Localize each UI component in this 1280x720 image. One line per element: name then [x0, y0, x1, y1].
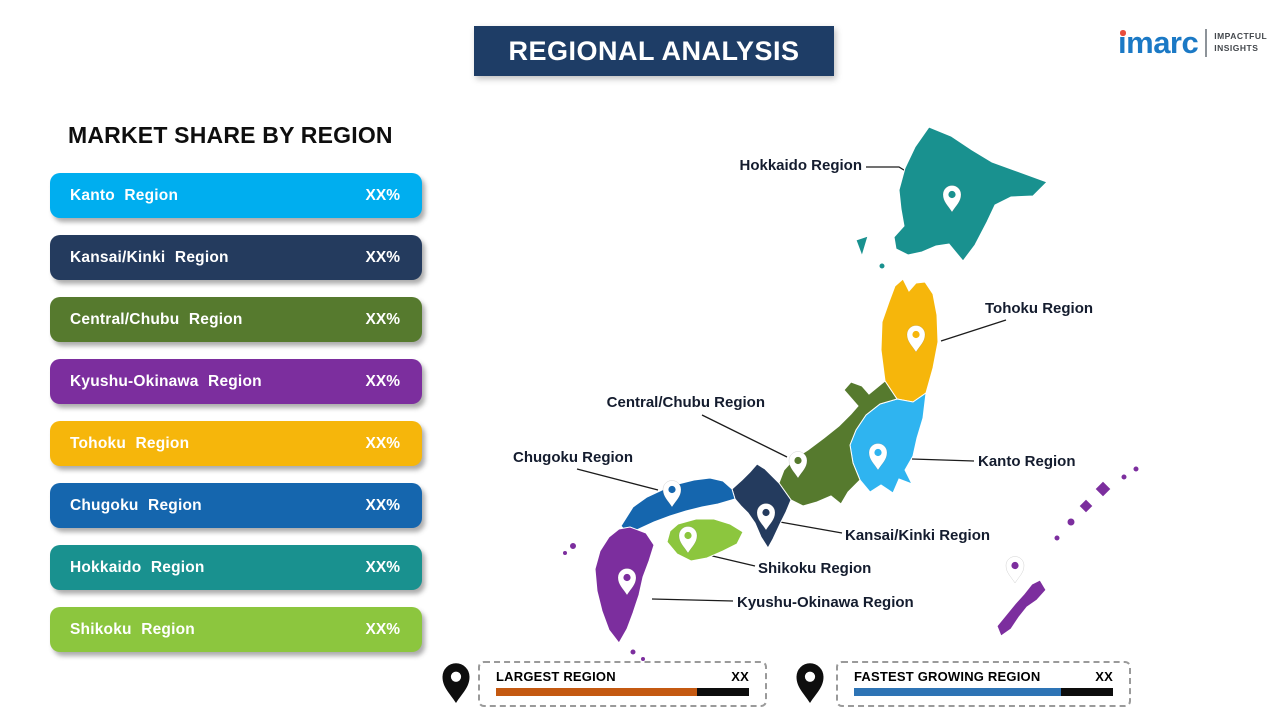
largest-region-pin-icon — [442, 663, 470, 703]
legend-value: XX — [731, 669, 749, 684]
chubu-callout-line — [701, 414, 788, 458]
map-label-chugoku: Chugoku Region — [513, 449, 633, 466]
imarc-wordmark: ımarc — [1118, 25, 1199, 60]
region-label: Shikoku Region — [70, 620, 195, 638]
map-label-shikoku: Shikoku Region — [758, 560, 872, 577]
region-chubu — [778, 380, 898, 507]
kansai-callout-line — [779, 521, 843, 534]
legend-label: LARGEST REGION — [496, 669, 616, 684]
tagline-line2: INSIGHTS — [1214, 42, 1259, 53]
map-pins — [617, 185, 1025, 596]
legend-bar — [854, 688, 1113, 696]
region-label: Central/Chubu Region — [70, 310, 243, 328]
okinawa-main-island — [996, 579, 1047, 637]
kyushu-small-islands — [562, 542, 646, 662]
region-label: Chugoku Region — [70, 496, 202, 514]
legend-bar — [496, 688, 749, 696]
market-share-list: Kanto Region XX% Kansai/Kinki Region XX%… — [50, 173, 422, 652]
shikoku-pin-icon — [678, 526, 698, 554]
logo-tagline: IMPACTFUL INSIGHTS — [1214, 31, 1267, 58]
map-label-kyushu-okinawa: Kyushu-Okinawa Region — [737, 594, 914, 611]
region-label: Kyushu-Okinawa Region — [70, 372, 262, 390]
fastest-growing-pin-icon — [796, 663, 824, 703]
region-label: Kanto Region — [70, 186, 179, 204]
title-banner: REGIONAL ANALYSIS — [474, 26, 834, 76]
okinawa-islands — [996, 465, 1140, 637]
share-bar-kanto: Kanto Region XX% — [50, 173, 422, 218]
kansai-pin-icon — [756, 503, 776, 531]
callout-lines — [576, 166, 1007, 602]
hokkaido-small-island — [878, 262, 886, 270]
map-label-kanto: Kanto Region — [978, 453, 1076, 470]
region-value: XX% — [365, 496, 400, 514]
hokkaido-small-island — [855, 235, 869, 258]
share-bar-shikoku: Shikoku Region XX% — [50, 607, 422, 652]
kyushu-callout-line — [651, 598, 734, 602]
hokkaido-pin-icon — [942, 185, 962, 213]
legend-bar-primary — [496, 688, 697, 696]
page-title: REGIONAL ANALYSIS — [508, 35, 800, 66]
region-value: XX% — [365, 248, 400, 266]
legend-fastest-growing-region: FASTEST GROWING REGION XX — [836, 661, 1131, 707]
okinawa-pin-icon — [1005, 556, 1025, 584]
region-value: XX% — [365, 620, 400, 638]
share-bar-chubu: Central/Chubu Region XX% — [50, 297, 422, 342]
region-value: XX% — [365, 186, 400, 204]
region-label: Tohoku Region — [70, 434, 190, 452]
region-label: Hokkaido Region — [70, 558, 205, 576]
share-bar-kansai: Kansai/Kinki Region XX% — [50, 235, 422, 280]
legend-bar-secondary — [697, 688, 749, 696]
chubu-shape — [778, 380, 898, 507]
region-value: XX% — [365, 558, 400, 576]
chugoku-callout-line — [576, 468, 659, 491]
map-label-chubu: Central/Chubu Region — [606, 394, 765, 411]
region-value: XX% — [365, 434, 400, 452]
tohoku-pin-icon — [906, 325, 926, 353]
chugoku-pin-icon — [662, 480, 682, 508]
map-label-hokkaido: Hokkaido Region — [739, 157, 862, 174]
legend-bar-primary — [854, 688, 1061, 696]
region-hokkaido — [855, 126, 1048, 270]
kyushu-pin-icon — [617, 568, 637, 596]
share-bar-chugoku: Chugoku Region XX% — [50, 483, 422, 528]
legend-largest-region: LARGEST REGION XX — [478, 661, 767, 707]
region-value: XX% — [365, 310, 400, 328]
map-label-kansai: Kansai/Kinki Region — [845, 527, 991, 544]
map-label-tohoku: Tohoku Region — [985, 300, 1094, 317]
legend-bar-secondary — [1061, 688, 1113, 696]
hokkaido-shape — [893, 126, 1048, 262]
region-shikoku — [666, 518, 744, 562]
shikoku-shape — [666, 518, 744, 562]
tagline-line1: IMPACTFUL — [1214, 31, 1268, 41]
legend-label: FASTEST GROWING REGION — [854, 669, 1041, 684]
kanto-callout-line — [911, 458, 975, 462]
share-bar-hokkaido: Hokkaido Region XX% — [50, 545, 422, 590]
legend-value: XX — [1095, 669, 1113, 684]
region-label: Kansai/Kinki Region — [70, 248, 229, 266]
logo-letters: marc — [1126, 25, 1199, 60]
imarc-logo: ımarc IMPACTFUL INSIGHTS — [1118, 27, 1267, 58]
chubu-pin-icon — [788, 451, 808, 479]
share-bar-tohoku: Tohoku Region XX% — [50, 421, 422, 466]
region-value: XX% — [365, 372, 400, 390]
tohoku-callout-line — [940, 319, 1007, 342]
kanto-pin-icon — [868, 443, 888, 471]
market-share-title: MARKET SHARE BY REGION — [68, 122, 393, 148]
logo-divider — [1205, 29, 1208, 57]
logo-letter-i: ı — [1118, 25, 1127, 60]
share-bar-kyushu-okinawa: Kyushu-Okinawa Region XX% — [50, 359, 422, 404]
